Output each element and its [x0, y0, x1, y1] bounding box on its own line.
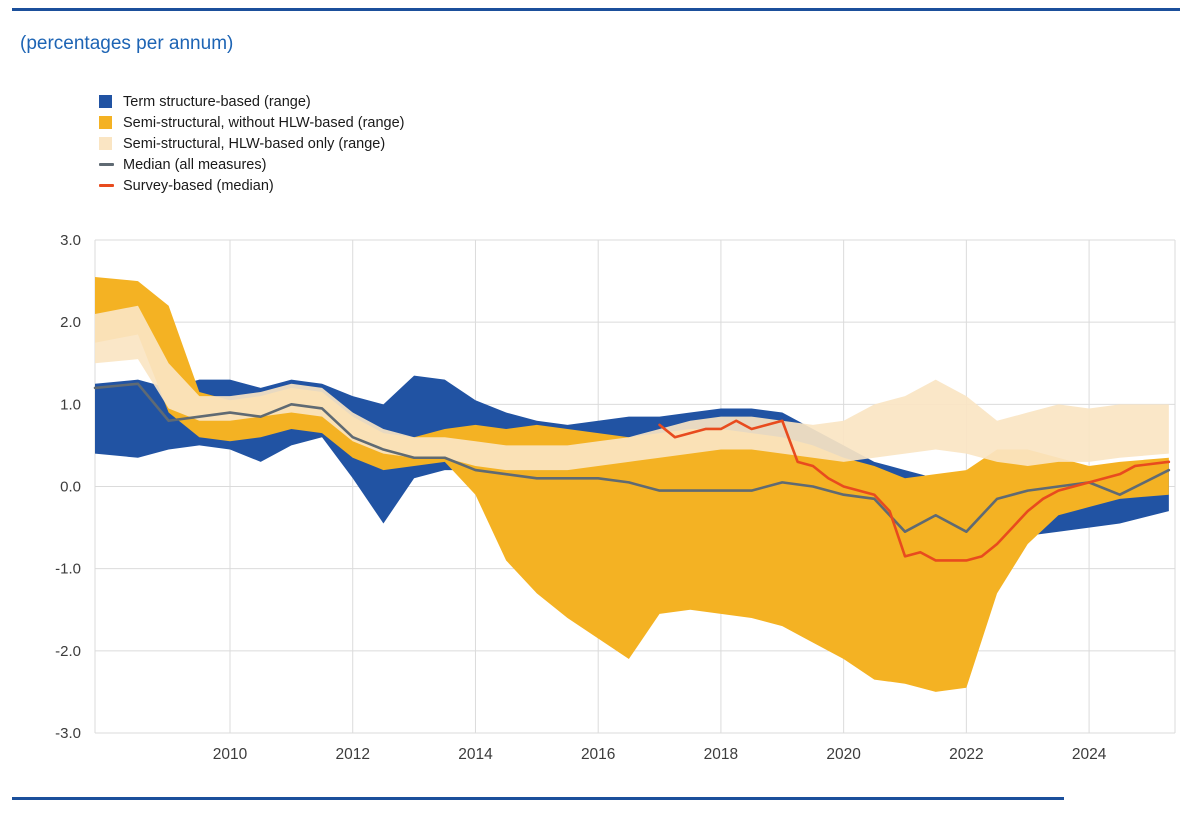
bottom-divider	[12, 797, 1064, 800]
legend-item-hlw-based-only: Semi-structural, HLW-based only (range)	[99, 133, 405, 154]
series-line-1	[658, 419, 1171, 562]
legend-item-term-structure: Term structure-based (range)	[99, 91, 405, 112]
x-tick-label: 2014	[458, 746, 493, 763]
x-tick-label: 2020	[826, 746, 861, 763]
legend-swatch-cream-band	[99, 137, 112, 150]
y-tick-label: -1.0	[55, 561, 81, 578]
y-tick-label: -3.0	[55, 725, 81, 742]
y-tick-label: 1.0	[60, 396, 81, 413]
series-line-0	[93, 382, 1171, 533]
chart-canvas: 3.0 2.0 1.0 0.0 -1.0 -2.0 -3.0 2010 2012 2014 2016…	[55, 232, 1176, 763]
chart-legend: Term structure-based (range) Semi-struct…	[99, 91, 405, 196]
x-tick-label: 2018	[704, 746, 738, 763]
legend-item-semi-structural-without-hlw: Semi-structural, without HLW-based (rang…	[99, 112, 405, 133]
y-tick-label: 0.0	[60, 479, 81, 496]
x-tick-label: 2022	[949, 746, 983, 763]
legend-label: Semi-structural, without HLW-based (rang…	[123, 114, 405, 131]
legend-swatch-red-line	[99, 184, 114, 187]
y-tick-label: -2.0	[55, 643, 81, 660]
x-tick-label: 2016	[581, 746, 615, 763]
chart-subtitle: (percentages per annum)	[20, 33, 234, 54]
legend-swatch-gray-line	[99, 163, 114, 166]
range-band-2	[95, 305, 1169, 471]
legend-swatch-yellow-band	[99, 116, 112, 129]
x-tick-label: 2012	[335, 746, 369, 763]
legend-label: Survey-based (median)	[123, 177, 274, 194]
top-divider	[12, 8, 1180, 11]
legend-item-median: Median (all measures)	[99, 154, 405, 175]
y-tick-label: 2.0	[60, 314, 81, 331]
legend-label: Semi-structural, HLW-based only (range)	[123, 135, 386, 152]
y-tick-label: 3.0	[60, 232, 81, 249]
legend-label: Median (all measures)	[123, 156, 267, 173]
x-tick-label: 2024	[1072, 746, 1107, 763]
legend-label: Term structure-based (range)	[123, 93, 311, 110]
legend-item-survey-based: Survey-based (median)	[99, 175, 405, 196]
legend-swatch-blue-band	[99, 95, 112, 108]
x-tick-label: 2010	[213, 746, 248, 763]
